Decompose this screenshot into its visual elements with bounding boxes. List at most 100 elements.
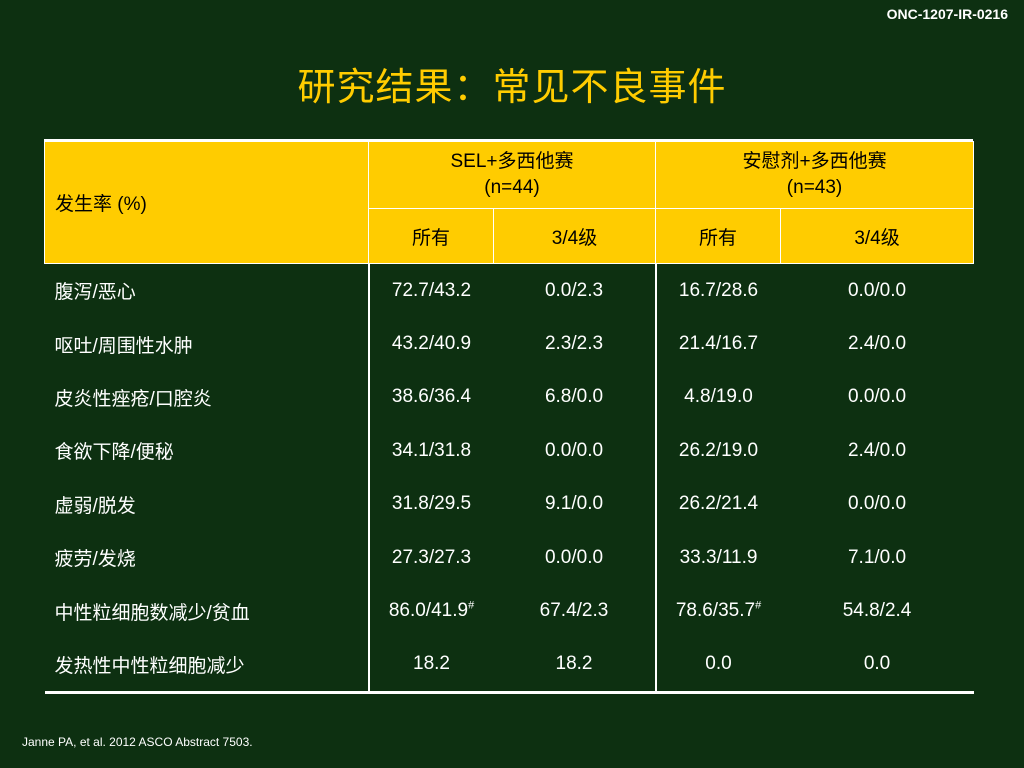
- rate-cell: 86.0/41.9#: [369, 584, 494, 637]
- subheader-all: 所有: [368, 208, 494, 264]
- document-id: ONC-1207-IR-0216: [886, 6, 1008, 22]
- rate-value: 0.0/0.0: [847, 386, 907, 408]
- adverse-events-table-container: 发生率 (%) SEL+多西他赛 (n=44) 安慰剂+多西他赛 (n=43) …: [44, 139, 975, 695]
- rate-cell: 54.8/2.4: [781, 584, 974, 637]
- table-top-rule: [44, 139, 973, 141]
- rate-value: 7.1/0.0: [847, 546, 907, 568]
- group-header-placebo: 安慰剂+多西他赛 (n=43): [655, 141, 975, 209]
- table-header: 发生率 (%) SEL+多西他赛 (n=44) 安慰剂+多西他赛 (n=43) …: [44, 141, 975, 264]
- rate-cell: 2.4/0.0: [781, 317, 974, 370]
- rate-value: 26.2/19.0: [678, 439, 759, 461]
- footnote-mark: #: [755, 599, 762, 612]
- adverse-event-name: 中性粒细胞数减少/贫血: [44, 584, 370, 638]
- rate-value: 18.2: [555, 653, 593, 675]
- table-row: 虚弱/脱发 31.8/29.5 9.1/0.0 26.2/21.4 0.0/0.0: [44, 477, 974, 531]
- footnote-mark: #: [468, 599, 475, 612]
- rate-cell: 0.0/0.0: [493, 424, 657, 478]
- rate-value: 16.7/28.6: [678, 279, 759, 301]
- adverse-event-name: 皮炎性痤疮/口腔炎: [44, 370, 370, 425]
- table-row: 疲劳/发烧 27.3/27.3 0.0/0.0 33.3/11.9 7.1/0.0: [44, 530, 974, 585]
- rate-cell: 0.0/0.0: [781, 371, 974, 424]
- rate-cell: 38.6/36.4: [369, 371, 494, 424]
- rate-cell: 0.0: [655, 637, 781, 695]
- table-body: 腹泻/恶心 72.7/43.2 0.0/2.3 16.7/28.6 0.0/0.0 呕吐/…: [44, 263, 974, 695]
- citation: Janne PA, et al. 2012 ASCO Abstract 7503…: [22, 735, 253, 749]
- subheader-all: 所有: [655, 208, 782, 264]
- rate-cell: 16.7/28.6: [656, 264, 781, 318]
- rate-cell: 26.2/19.0: [656, 424, 781, 477]
- rate-cell: 72.7/43.2: [369, 264, 494, 318]
- rate-value: 54.8/2.4: [842, 600, 912, 622]
- rate-value: 78.6/35.7: [675, 600, 756, 622]
- rate-value: 2.4/0.0: [847, 439, 907, 461]
- rate-value: 27.3/27.3: [391, 546, 472, 568]
- rate-value: 0.0/2.3: [544, 279, 604, 301]
- rate-cell: 31.8/29.5: [369, 478, 494, 531]
- group-n: (n=44): [484, 177, 540, 198]
- rate-cell: 78.6/35.7#: [656, 584, 781, 637]
- adverse-event-name: 疲劳/发烧: [44, 530, 370, 585]
- rate-cell: 26.2/21.4: [656, 478, 781, 531]
- rate-value: 43.2/40.9: [391, 333, 472, 355]
- rate-cell: 2.4/0.0: [781, 424, 974, 477]
- rate-cell: 9.1/0.0: [493, 477, 657, 531]
- rate-cell: 18.2: [493, 637, 657, 695]
- rate-cell: 7.1/0.0: [781, 531, 974, 584]
- rate-value: 0.0/0.0: [544, 546, 604, 568]
- rate-value: 2.4/0.0: [847, 333, 907, 355]
- rate-cell: 0.0/0.0: [781, 478, 974, 531]
- group-name: SEL+多西他赛: [450, 151, 574, 172]
- slide-title: 研究结果：常见不良事件: [297, 67, 727, 109]
- rate-value: 18.2: [413, 653, 450, 675]
- rate-value: 38.6/36.4: [391, 386, 472, 408]
- rate-value: 67.4/2.3: [539, 600, 609, 622]
- group-n: (n=43): [786, 177, 843, 198]
- table-row: 呕吐/周围性水肿 43.2/40.9 2.3/2.3 21.4/16.7 2.4/0.0: [44, 317, 974, 371]
- rate-value: 31.8/29.5: [391, 493, 472, 515]
- rate-cell: 34.1/31.8: [369, 424, 494, 477]
- table-row: 食欲下降/便秘 34.1/31.8 0.0/0.0 26.2/19.0 2.4/0.0: [44, 424, 974, 478]
- rate-cell: 43.2/40.9: [369, 317, 494, 370]
- table-row: 发热性中性粒细胞减少 18.2 18.2 0.0 0.0: [44, 637, 974, 695]
- group-header-sel: SEL+多西他赛 (n=44): [367, 141, 657, 209]
- adverse-event-name: 食欲下降/便秘: [44, 424, 370, 478]
- rate-cell: 21.4/16.7: [656, 317, 781, 370]
- rate-cell: 0.0/0.0: [493, 530, 657, 585]
- rate-cell: 33.3/11.9: [656, 531, 781, 584]
- rate-value: 86.0/41.9: [388, 600, 469, 622]
- adverse-event-name: 呕吐/周围性水肿: [44, 317, 370, 371]
- adverse-event-name: 腹泻/恶心: [44, 263, 370, 318]
- rate-cell: 67.4/2.3: [493, 584, 657, 638]
- rate-value: 0.0: [863, 653, 891, 675]
- table-row: 中性粒细胞数减少/贫血 86.0/41.9# 67.4/2.3 78.6/35.7# 5…: [44, 584, 974, 638]
- rate-value: 0.0/0.0: [847, 493, 907, 515]
- rate-value: 0.0/0.0: [847, 279, 907, 301]
- rate-value: 34.1/31.8: [391, 439, 472, 461]
- subheader-grade34: 3/4级: [780, 208, 975, 264]
- rate-value: 33.3/11.9: [679, 546, 758, 568]
- adverse-event-name: 虚弱/脱发: [44, 477, 370, 531]
- rate-value: 4.8/19.0: [684, 386, 753, 408]
- rate-cell: 27.3/27.3: [369, 531, 494, 584]
- subheader-grade34: 3/4级: [492, 208, 657, 264]
- rate-cell: 6.8/0.0: [493, 370, 657, 425]
- rate-value: 0.0/0.0: [544, 439, 604, 461]
- rate-cell: 4.8/19.0: [656, 371, 781, 424]
- rate-value: 9.1/0.0: [544, 493, 604, 515]
- adverse-events-table: 发生率 (%) SEL+多西他赛 (n=44) 安慰剂+多西他赛 (n=43) …: [44, 141, 975, 695]
- rate-header: 发生率 (%): [44, 141, 369, 264]
- rate-cell: 0.0/2.3: [493, 263, 657, 318]
- rate-value: 21.4/16.7: [678, 333, 759, 355]
- rate-value: 6.8/0.0: [544, 386, 604, 408]
- rate-cell: 2.3/2.3: [493, 317, 657, 371]
- rate-value: 72.7/43.2: [391, 279, 472, 301]
- rate-value: 2.3/2.3: [544, 333, 604, 355]
- rate-cell: 0.0: [780, 637, 974, 695]
- group-name: 安慰剂+多西他赛: [742, 151, 887, 172]
- table-row: 皮炎性痤疮/口腔炎 38.6/36.4 6.8/0.0 4.8/19.0 0.0/0.0: [44, 370, 974, 425]
- table-row: 腹泻/恶心 72.7/43.2 0.0/2.3 16.7/28.6 0.0/0.0: [44, 263, 974, 318]
- rate-cell: 18.2: [368, 637, 494, 695]
- rate-cell: 0.0/0.0: [781, 264, 974, 318]
- adverse-event-name: 发热性中性粒细胞减少: [44, 637, 370, 695]
- rate-value: 0.0: [705, 653, 732, 675]
